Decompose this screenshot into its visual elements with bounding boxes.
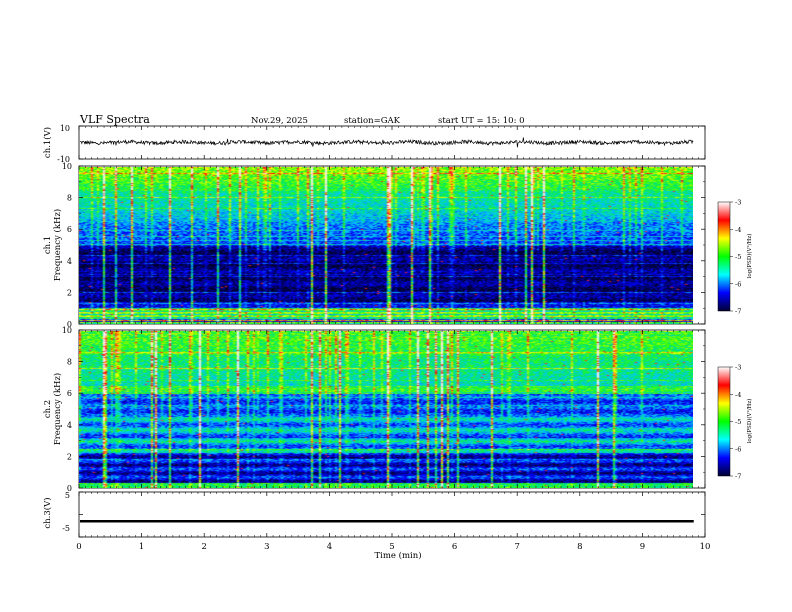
colorbar-tick-label: -7 bbox=[735, 473, 741, 481]
x-tick-label: 8 bbox=[577, 542, 582, 552]
ch3-ytick-bottom: -5 bbox=[62, 524, 70, 533]
ch3-waveform-panel: 5 -5 ch.3(V) bbox=[42, 491, 706, 538]
ch1-colorbar-label: log(PSD)(V²/Hz) bbox=[746, 234, 753, 279]
y-tick-label: 8 bbox=[67, 194, 72, 203]
y-tick-label: 10 bbox=[62, 326, 72, 335]
ch1-spectrogram-ylabel-top: ch.1 bbox=[43, 236, 53, 254]
x-tick-label: 5 bbox=[389, 542, 394, 552]
colorbar-tick-label: -7 bbox=[735, 308, 741, 316]
ch2-spectrogram-image bbox=[79, 331, 693, 488]
x-tick-label: 4 bbox=[327, 542, 332, 552]
ch2-spectrogram-yticks: 0 2 4 6 8 10 bbox=[62, 326, 705, 493]
ch1-colorbar-ticks: -3 -4 -5 -6 -7 bbox=[730, 199, 741, 316]
colorbar-tick-label: -6 bbox=[735, 280, 741, 288]
ch3-ytick-top: 5 bbox=[65, 491, 70, 500]
ch1-colorbar: -3 -4 -5 -6 -7 log(PSD)(V²/Hz) bbox=[717, 199, 753, 316]
y-tick-label: 4 bbox=[67, 257, 72, 266]
colorbar-tick-label: -3 bbox=[735, 199, 741, 207]
ch3-waveform-frame bbox=[78, 491, 706, 538]
ch1-colorbar-gradient bbox=[717, 201, 731, 312]
date-label: Nov.29, 2025 bbox=[251, 116, 308, 126]
x-tick-label: 0 bbox=[76, 542, 81, 552]
time-axis: 0 1 2 3 4 5 6 7 8 9 10 bbox=[76, 126, 710, 552]
start-time-label: start UT = 15: 10: 0 bbox=[438, 116, 525, 126]
ch2-colorbar: -3 -4 -5 -6 -7 log(PSD)(V²/Hz) bbox=[717, 364, 753, 481]
colorbar-tick-label: -4 bbox=[735, 226, 741, 234]
ch2-spectrogram-panel: 0 2 4 6 8 10 ch.2 Frequency (kHz) bbox=[43, 326, 706, 493]
ch2-colorbar-ticks: -3 -4 -5 -6 -7 bbox=[730, 364, 741, 481]
x-tick-label: 9 bbox=[640, 542, 645, 552]
y-tick-label: 0 bbox=[67, 320, 72, 329]
ch1-ytick-bottom: -10 bbox=[57, 155, 70, 164]
y-tick-label: 4 bbox=[67, 421, 72, 430]
ch3-waveform-ticks bbox=[79, 491, 705, 538]
y-tick-label: 0 bbox=[67, 484, 72, 493]
ch2-spectrogram-ylabel: Frequency (kHz) bbox=[52, 373, 63, 445]
y-tick-label: 8 bbox=[67, 358, 72, 367]
ch1-spectrogram-image bbox=[79, 167, 693, 324]
ch1-waveform-ylabel: ch.1(V) bbox=[42, 127, 53, 158]
ch2-colorbar-label: log(PSD)(V²/Hz) bbox=[746, 399, 753, 444]
colorbar-tick-label: -3 bbox=[735, 364, 741, 372]
y-tick-label: 2 bbox=[67, 452, 72, 461]
x-tick-label: 3 bbox=[264, 542, 269, 552]
colorbar-tick-label: -6 bbox=[735, 445, 741, 453]
ch3-ylabel: ch.3(V) bbox=[42, 497, 53, 528]
station-label: station=GAK bbox=[344, 116, 401, 126]
y-tick-label: 10 bbox=[62, 162, 72, 171]
figure-title: VLF Spectra bbox=[79, 113, 150, 126]
x-tick-label: 10 bbox=[700, 542, 711, 552]
colorbar-tick-label: -4 bbox=[735, 391, 741, 399]
x-tick-label: 7 bbox=[514, 542, 519, 552]
x-tick-label: 1 bbox=[139, 542, 144, 552]
ch2-colorbar-gradient bbox=[717, 366, 731, 477]
ch1-waveform-ticks bbox=[79, 125, 705, 160]
x-tick-label: 6 bbox=[452, 542, 457, 552]
colorbar-tick-label: -5 bbox=[735, 253, 741, 261]
ch2-spectrogram-ylabel-top: ch.2 bbox=[43, 400, 53, 418]
ch1-spectrogram-ylabel: Frequency (kHz) bbox=[52, 209, 63, 281]
y-tick-label: 6 bbox=[67, 389, 72, 398]
ch1-ytick-top: 10 bbox=[60, 124, 70, 133]
x-tick-label: 2 bbox=[201, 542, 206, 552]
ch1-waveform-line bbox=[79, 137, 694, 148]
colorbar-tick-label: -5 bbox=[735, 418, 741, 426]
ch1-spectrogram-yticks: 0 2 4 6 8 10 bbox=[62, 162, 705, 329]
y-tick-label: 6 bbox=[67, 225, 72, 234]
time-axis-label: Time (min) bbox=[374, 550, 421, 561]
y-tick-label: 2 bbox=[67, 288, 72, 297]
ch1-spectrogram-panel: 0 2 4 6 8 10 ch.1 Frequency (kHz) bbox=[43, 162, 706, 329]
